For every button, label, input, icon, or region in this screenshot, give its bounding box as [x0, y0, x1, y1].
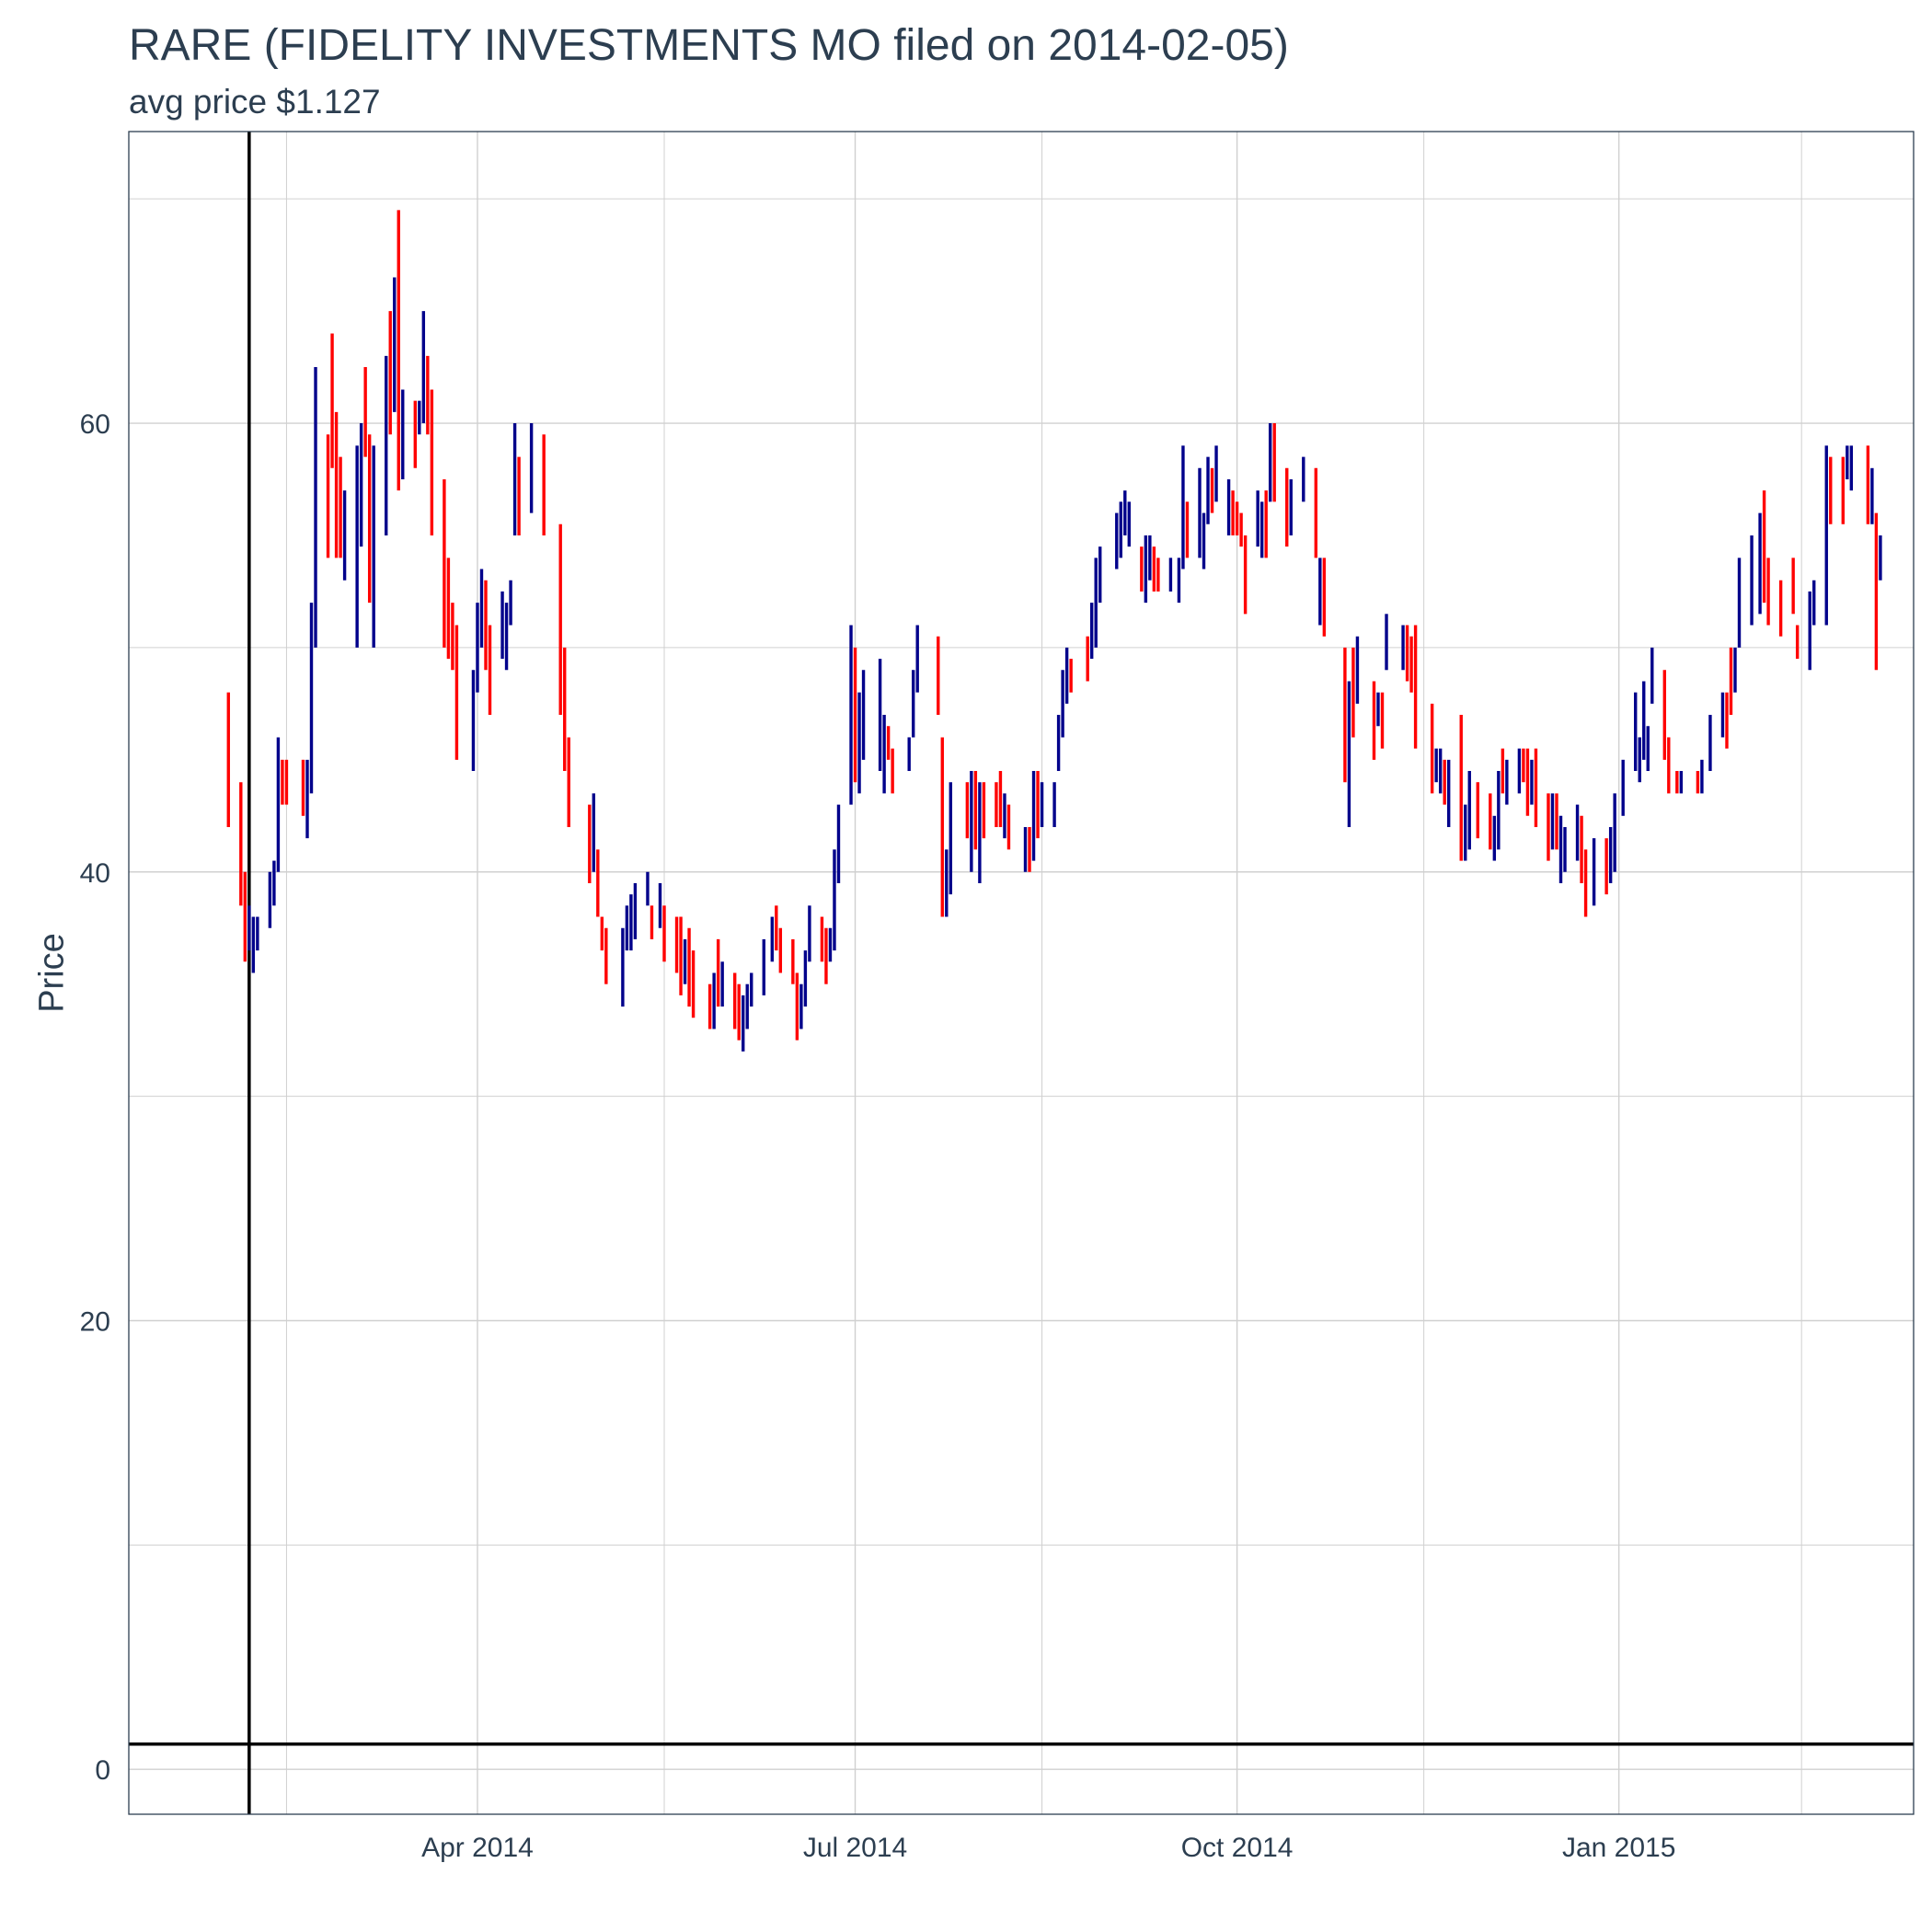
x-tick-label: Jan 2015: [1562, 1833, 1675, 1863]
reference-lines: [129, 132, 1914, 1814]
x-tick-label: Oct 2014: [1181, 1833, 1294, 1863]
panel-border: [128, 131, 1915, 1815]
grid-layer: [129, 132, 1914, 1814]
x-axis: Apr 2014 Jul 2014 Oct 2014 Jan 2015: [421, 1833, 1675, 1863]
price-bars: [226, 210, 1882, 1052]
y-tick-label: 40: [80, 858, 110, 889]
x-tick-label: Apr 2014: [421, 1833, 534, 1863]
x-tick-label: Jul 2014: [803, 1833, 907, 1863]
y-tick-label: 20: [80, 1306, 110, 1337]
chart-subtitle: avg price $1.127: [129, 83, 381, 121]
y-tick-label: 60: [80, 409, 110, 440]
y-tick-label: 0: [95, 1755, 110, 1786]
y-axis-title: Price: [32, 933, 71, 1013]
chart-title: RARE (FIDELITY INVESTMENTS MO filed on 2…: [129, 21, 1289, 70]
y-axis: 0 20 40 60: [80, 409, 110, 1786]
